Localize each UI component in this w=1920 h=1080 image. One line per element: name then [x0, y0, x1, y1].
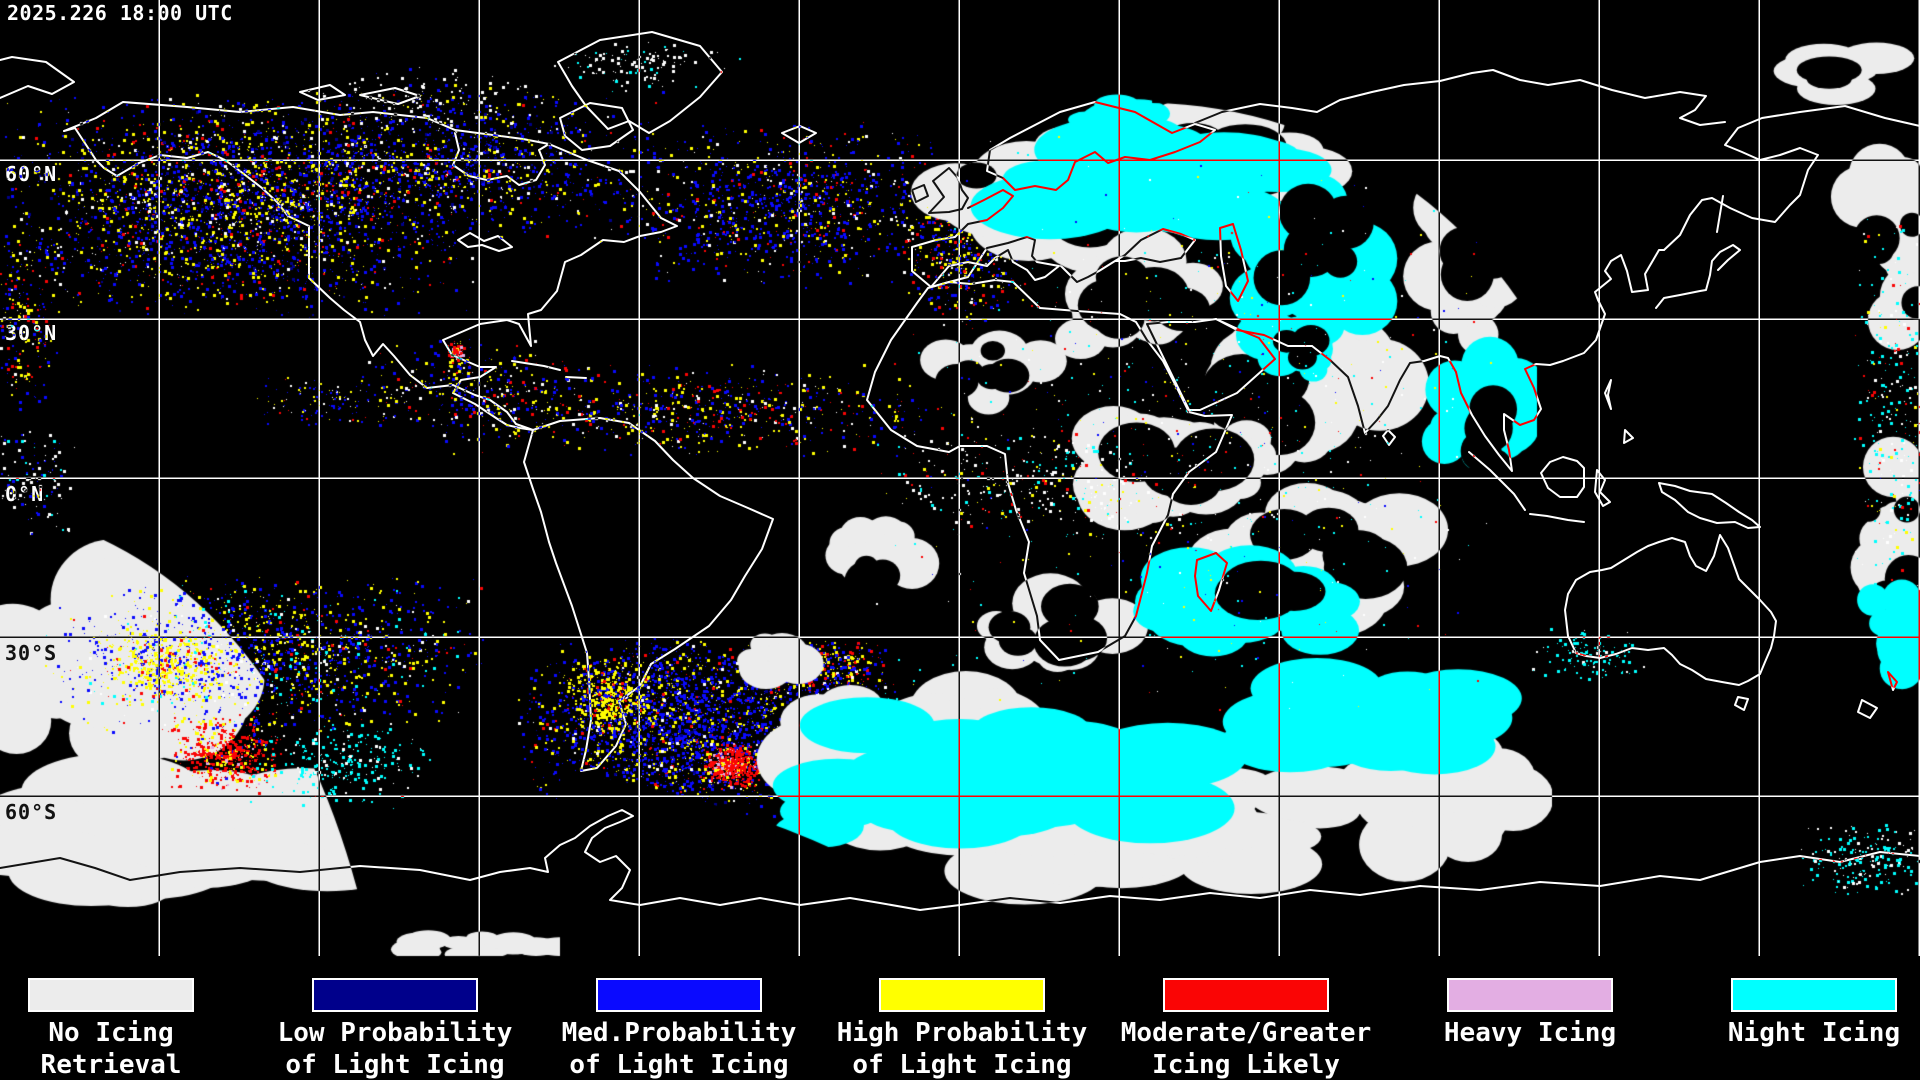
- legend-label: Icing Likely: [1152, 1050, 1340, 1080]
- legend-swatch-night-icing: [1731, 978, 1897, 1012]
- timestamp-label: 2025.226 18:00 UTC: [7, 1, 233, 25]
- legend-label: of Light Icing: [569, 1050, 789, 1080]
- legend-bar: No Icing Retrieval Low Probability of Li…: [0, 958, 1920, 1080]
- legend-label: Med.Probability: [561, 1018, 797, 1048]
- legend-label: Heavy Icing: [1443, 1018, 1617, 1048]
- legend-swatch-high-probability: [879, 978, 1045, 1012]
- legend-label: of Light Icing: [285, 1050, 505, 1080]
- legend-label: Night Icing: [1727, 1018, 1901, 1048]
- legend-label: of Light Icing: [852, 1050, 1072, 1080]
- legend-label: Moderate/Greater: [1120, 1018, 1372, 1048]
- legend-swatch-moderate-greater: [1163, 978, 1329, 1012]
- legend-swatch-heavy-icing: [1447, 978, 1613, 1012]
- legend-label: Low Probability: [277, 1018, 513, 1048]
- legend-label: No Icing: [48, 1018, 174, 1048]
- legend-swatch-low-probability: [312, 978, 478, 1012]
- legend-label: High Probability: [836, 1018, 1088, 1048]
- legend-label: Retrieval: [40, 1050, 182, 1080]
- legend-swatch-med-probability: [596, 978, 762, 1012]
- legend-swatch-no-icing: [28, 978, 194, 1012]
